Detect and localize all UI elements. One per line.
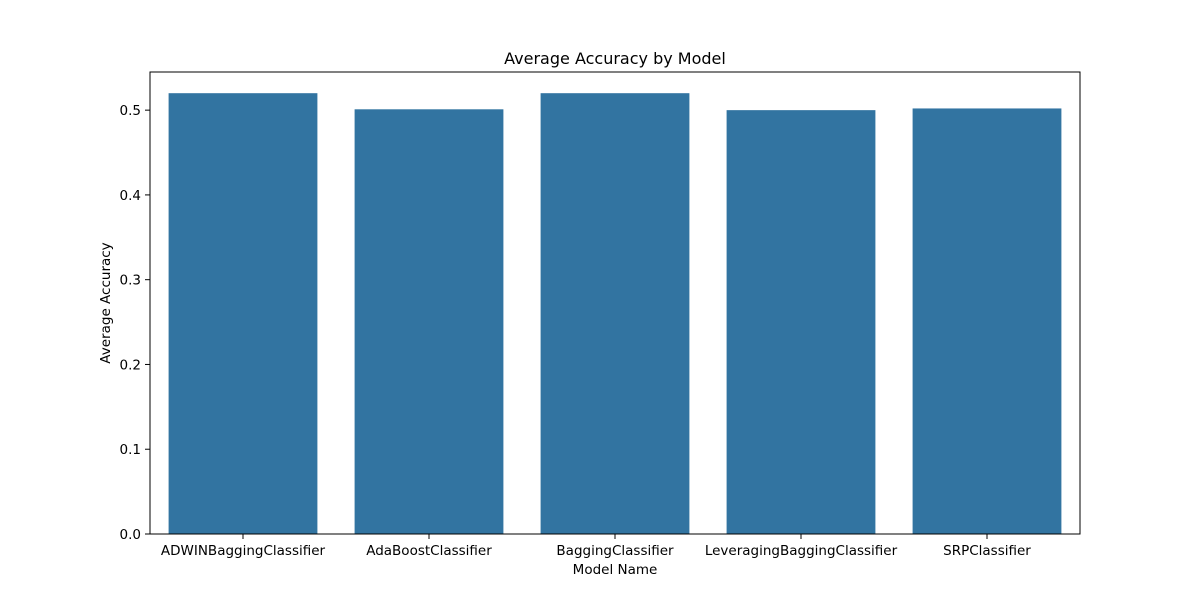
y-tick-label: 0.5: [120, 103, 141, 119]
bars-group: [168, 93, 1062, 535]
x-tick-label: SRPClassifier: [943, 543, 1031, 559]
x-tick-label: BaggingClassifier: [556, 543, 674, 559]
y-tick-label: 0.1: [120, 442, 141, 458]
x-tick-label: AdaBoostClassifier: [366, 543, 492, 559]
x-axis-label: Model Name: [573, 562, 658, 578]
x-tick-label: ADWINBaggingClassifier: [161, 543, 326, 559]
y-tick-label: 0.0: [120, 527, 141, 543]
x-tick-label: LeveragingBaggingClassifier: [705, 543, 898, 559]
bar: [354, 109, 504, 535]
y-axis: 0.0 0.1 0.2 0.3 0.4 0.5: [120, 103, 150, 543]
chart-title: Average Accuracy by Model: [504, 49, 726, 68]
x-axis: ADWINBaggingClassifier AdaBoostClassifier…: [161, 534, 1031, 559]
bar: [726, 110, 876, 534]
plot-frame: [149, 71, 1081, 535]
y-axis-label: Average Accuracy: [98, 242, 114, 363]
bar: [168, 93, 318, 534]
y-tick-label: 0.2: [120, 357, 141, 373]
bar: [912, 108, 1062, 534]
bar: [540, 93, 690, 534]
y-tick-label: 0.4: [120, 188, 141, 204]
y-tick-label: 0.3: [120, 273, 141, 289]
